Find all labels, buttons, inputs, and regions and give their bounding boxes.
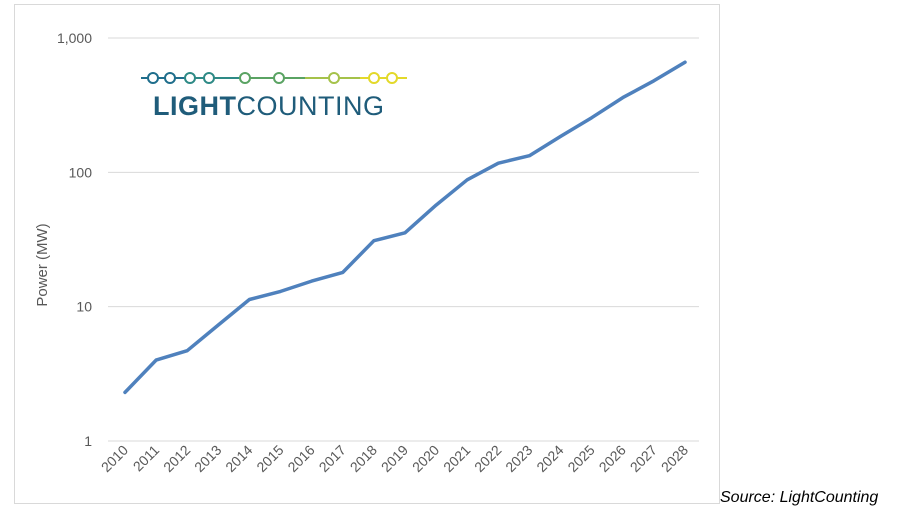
logo-ring (368, 72, 380, 84)
x-tick-label: 2014 (222, 442, 255, 475)
x-tick-label: 2022 (471, 442, 504, 475)
gridlines (108, 37, 699, 442)
chart-frame: 1 10 100 1,000 2010 2011 2012 2013 2014 2015 2016… (14, 4, 720, 504)
y-tick-label: 1,000 (57, 30, 92, 46)
logo-ring (184, 72, 196, 84)
series-layer (123, 60, 687, 395)
logo-wordmark: LIGHTCOUNTING (153, 91, 385, 121)
logo-ring (239, 72, 251, 84)
y-tick-label: 100 (69, 164, 93, 180)
x-tick-label: 2017 (316, 442, 349, 475)
logo-ring (203, 72, 215, 84)
x-tick-label: 2021 (440, 442, 473, 475)
x-axis-ticks: 2010201120122013201420152016201720182019… (98, 442, 691, 475)
x-tick-label: 2025 (564, 442, 597, 475)
logo-ring (328, 72, 340, 84)
logo-ring (386, 72, 398, 84)
logo-line-icon (141, 72, 407, 84)
x-tick-label: 2011 (130, 442, 163, 475)
x-tick-label: 2019 (378, 442, 411, 475)
logo-text-regular: COUNTING (237, 91, 385, 121)
logo-ring (164, 72, 176, 84)
x-tick-label: 2012 (160, 442, 193, 475)
power-chart: 1 10 100 1,000 2010201120122013201420152016… (34, 30, 699, 475)
y-tick-label: 1 (84, 433, 92, 449)
y-axis-title: Power (MW) (34, 223, 51, 306)
x-tick-label: 2015 (253, 442, 286, 475)
x-tick-label: 2020 (409, 442, 442, 475)
x-tick-label: 2018 (347, 442, 380, 475)
x-tick-label: 2026 (596, 442, 629, 475)
logo-ring (147, 72, 159, 84)
x-tick-label: 2013 (191, 442, 224, 475)
logo-ring (273, 72, 285, 84)
x-tick-label: 2023 (502, 442, 535, 475)
logo-text-bold: LIGHT (153, 91, 237, 121)
x-tick-label: 2028 (658, 442, 691, 475)
x-tick-label: 2024 (533, 442, 566, 475)
source-note: Source: LightCounting (720, 489, 879, 506)
y-tick-label: 10 (76, 299, 92, 315)
x-tick-label: 2010 (98, 442, 131, 475)
x-tick-label: 2027 (627, 442, 660, 475)
x-tick-label: 2016 (284, 442, 317, 475)
y-axis-ticks: 1 10 100 1,000 (57, 30, 92, 449)
lightcounting-logo: LIGHTCOUNTING (141, 72, 407, 121)
